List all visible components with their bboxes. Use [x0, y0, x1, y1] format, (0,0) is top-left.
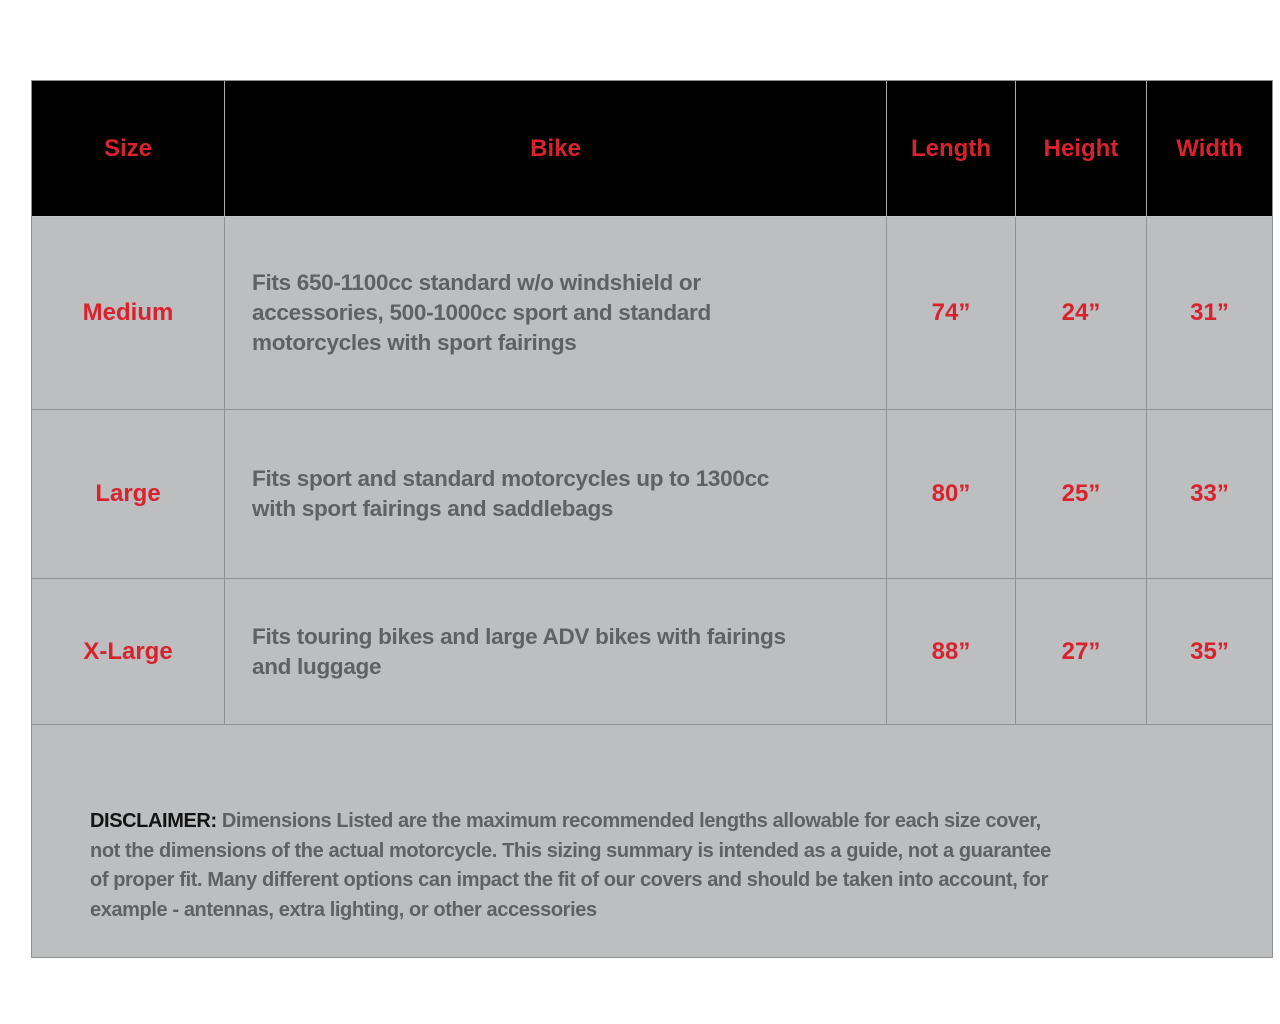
width-value: 35” [1190, 637, 1229, 665]
size-cell: Large [32, 410, 225, 579]
table-header-row: Size Bike Length Height Width [32, 81, 1272, 217]
length-value: 74” [931, 299, 971, 326]
bike-description-cell: Fits touring bikes and large ADV bikes w… [225, 579, 887, 725]
size-cell: X-Large [32, 579, 225, 725]
width-cell: 33” [1147, 410, 1272, 579]
table-row-x-large: X-Large Fits touring bikes and large ADV… [32, 579, 1272, 725]
size-label: Medium [82, 299, 174, 326]
size-label: X-Large [83, 637, 173, 665]
bike-description-text: Fits sport and standard motorcycles up t… [252, 466, 769, 521]
disclaimer-section: DISCLAIMER: Dimensions Listed are the ma… [32, 725, 1272, 957]
bike-description-cell: Fits 650-1100cc standard w/o windshield … [225, 217, 887, 410]
width-cell: 31” [1147, 217, 1272, 410]
column-header-width: Width [1147, 81, 1272, 217]
bike-description-text: Fits touring bikes and large ADV bikes w… [252, 623, 786, 679]
height-value: 27” [1061, 637, 1101, 665]
length-cell: 74” [887, 217, 1016, 410]
length-value: 88” [931, 637, 971, 665]
width-value: 31” [1190, 299, 1229, 326]
height-cell: 24” [1016, 217, 1147, 410]
height-value: 25” [1061, 480, 1101, 507]
column-header-size: Size [32, 81, 225, 217]
size-label: Large [95, 480, 161, 507]
height-value: 24” [1061, 299, 1101, 326]
width-cell: 35” [1147, 579, 1272, 725]
column-header-bike-label: Bike [530, 134, 581, 162]
disclaimer-label: DISCLAIMER: [90, 810, 217, 832]
length-value: 80” [931, 480, 971, 507]
length-cell: 88” [887, 579, 1016, 725]
column-header-bike: Bike [225, 81, 887, 217]
disclaimer-text: Dimensions Listed are the maximum recomm… [90, 810, 1051, 921]
column-header-height: Height [1016, 81, 1147, 217]
column-header-length: Length [887, 81, 1016, 217]
disclaimer-paragraph: DISCLAIMER: Dimensions Listed are the ma… [90, 807, 1244, 925]
column-header-length-label: Length [911, 134, 991, 162]
column-header-height-label: Height [1043, 134, 1119, 162]
table-row-large: Large Fits sport and standard motorcycle… [32, 410, 1272, 579]
table-row-medium: Medium Fits 650-1100cc standard w/o wind… [32, 217, 1272, 410]
size-cell: Medium [32, 217, 225, 410]
column-header-width-label: Width [1176, 134, 1243, 162]
column-header-size-label: Size [103, 134, 153, 162]
sizing-chart-table: Size Bike Length Height Width Medium Fit… [31, 80, 1273, 958]
bike-description-text: Fits 650-1100cc standard w/o windshield … [252, 270, 711, 355]
height-cell: 27” [1016, 579, 1147, 725]
width-value: 33” [1190, 480, 1229, 507]
bike-description-cell: Fits sport and standard motorcycles up t… [225, 410, 887, 579]
length-cell: 80” [887, 410, 1016, 579]
height-cell: 25” [1016, 410, 1147, 579]
